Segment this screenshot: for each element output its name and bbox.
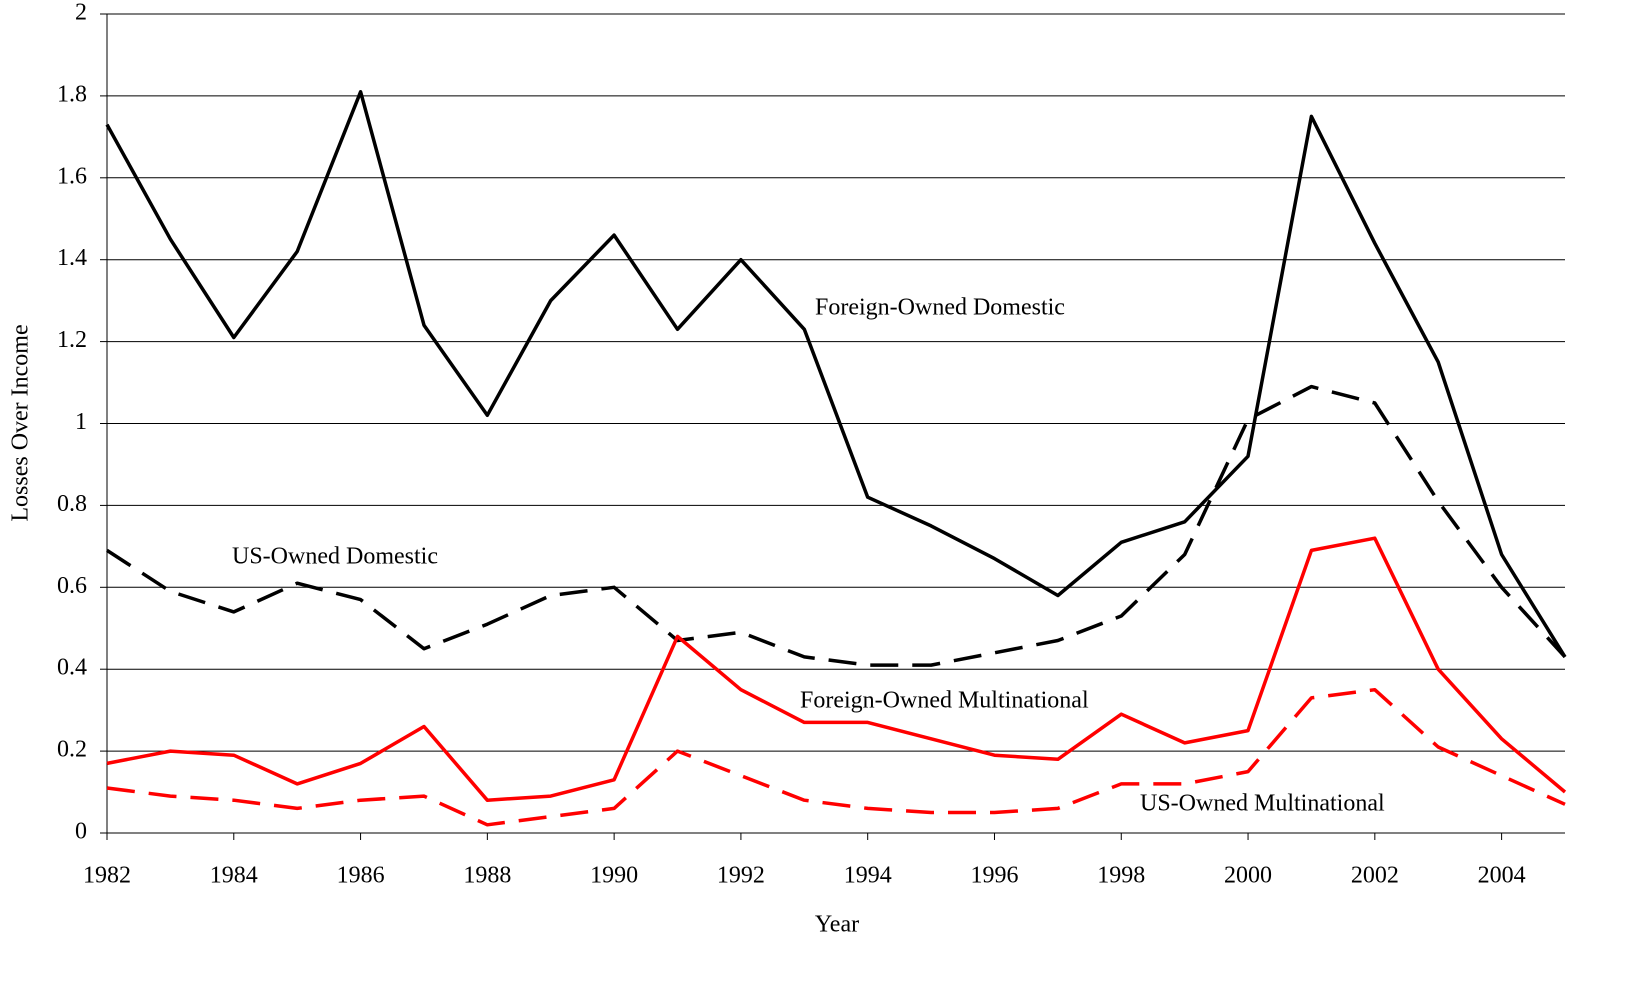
series-label: US-Owned Multinational bbox=[1140, 791, 1385, 817]
y-axis-title: Losses Over Income bbox=[8, 324, 34, 521]
y-tick-label: 0.8 bbox=[57, 491, 87, 517]
x-tick-label: 2004 bbox=[1478, 863, 1526, 889]
y-tick-label: 0.2 bbox=[57, 737, 87, 763]
y-tick-label: 0.6 bbox=[57, 573, 87, 599]
y-tick-label: 0 bbox=[75, 819, 87, 845]
x-tick-label: 1986 bbox=[337, 863, 385, 889]
x-axis-title: Year bbox=[815, 912, 859, 938]
y-tick-label: 2 bbox=[75, 0, 87, 26]
y-tick-label: 1.2 bbox=[57, 327, 87, 353]
x-tick-label: 1990 bbox=[590, 863, 638, 889]
y-tick-label: 1.6 bbox=[57, 163, 87, 189]
x-tick-label: 1982 bbox=[83, 863, 131, 889]
x-tick-label: 1996 bbox=[970, 863, 1018, 889]
y-tick-label: 1.4 bbox=[57, 245, 87, 271]
series-line bbox=[106, 536, 1567, 802]
x-tick-label: 2000 bbox=[1224, 863, 1272, 889]
y-tick-label: 0.4 bbox=[57, 655, 87, 681]
y-tick-label: 1.8 bbox=[57, 81, 87, 107]
x-tick-label: 1984 bbox=[210, 863, 258, 889]
x-tick-label: 1994 bbox=[844, 863, 892, 889]
y-tick-label: 1 bbox=[75, 409, 87, 435]
series-line bbox=[106, 384, 1567, 667]
x-tick-label: 2002 bbox=[1351, 863, 1399, 889]
x-tick-label: 1998 bbox=[1097, 863, 1145, 889]
x-tick-label: 1988 bbox=[463, 863, 511, 889]
series-label: US-Owned Domestic bbox=[232, 544, 438, 570]
series-label: Foreign-Owned Domestic bbox=[815, 295, 1065, 321]
x-tick-label: 1992 bbox=[717, 863, 765, 889]
series-line bbox=[106, 687, 1566, 827]
series-line bbox=[105, 90, 1567, 658]
series-label: Foreign-Owned Multinational bbox=[800, 688, 1089, 714]
